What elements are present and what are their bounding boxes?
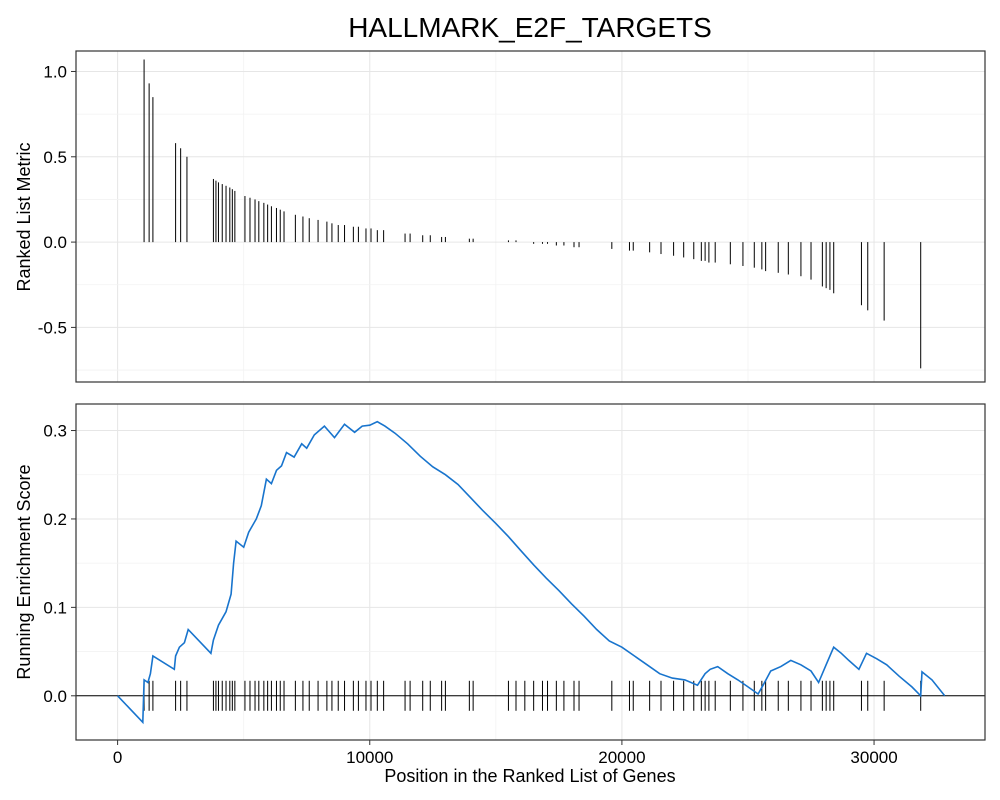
- gene-hit-ticks: [143, 680, 922, 711]
- chart-title: HALLMARK_E2F_TARGETS: [348, 12, 712, 43]
- ranked-metric-panel-border: [75, 50, 986, 383]
- y-tick-label: 1.0: [43, 62, 67, 81]
- enrichment-score-y-axis: 0.0 0.1 0.2 0.3: [43, 422, 76, 706]
- x-tick-label: 0: [113, 748, 122, 767]
- ranked-metric-bars: [143, 59, 922, 369]
- y-tick-label: 0.0: [43, 233, 67, 252]
- enrichment-score-grid: [76, 404, 985, 740]
- y-tick-label: 0.2: [43, 510, 67, 529]
- ranked-metric-grid: [76, 51, 985, 382]
- y-tick-label: 0.0: [43, 687, 67, 706]
- running-enrichment-score-line: [117, 420, 946, 725]
- x-axis-label: Position in the Ranked List of Genes: [384, 766, 675, 786]
- x-tick-label: 30000: [850, 748, 897, 767]
- x-tick-label: 20000: [598, 748, 645, 767]
- enrichment-score-y-label: Running Enrichment Score: [14, 464, 34, 679]
- y-tick-label: -0.5: [38, 318, 67, 337]
- y-tick-label: 0.3: [43, 422, 67, 441]
- x-tick-label: 10000: [346, 748, 393, 767]
- ranked-metric-y-axis: -0.5 0.0 0.5 1.0: [38, 62, 76, 337]
- enrichment-score-panel: 0.0 0.1 0.2 0.3 0 10000 20000 30000 Running En…: [14, 403, 986, 786]
- ranked-metric-y-label: Ranked List Metric: [14, 142, 34, 291]
- enrichment-score-panel-border: [75, 403, 986, 741]
- x-axis: 0 10000 20000 30000: [113, 740, 898, 767]
- y-tick-label: 0.5: [43, 148, 67, 167]
- ranked-metric-panel: -0.5 0.0 0.5 1.0 Ranked List Metric: [14, 50, 986, 383]
- y-tick-label: 0.1: [43, 598, 67, 617]
